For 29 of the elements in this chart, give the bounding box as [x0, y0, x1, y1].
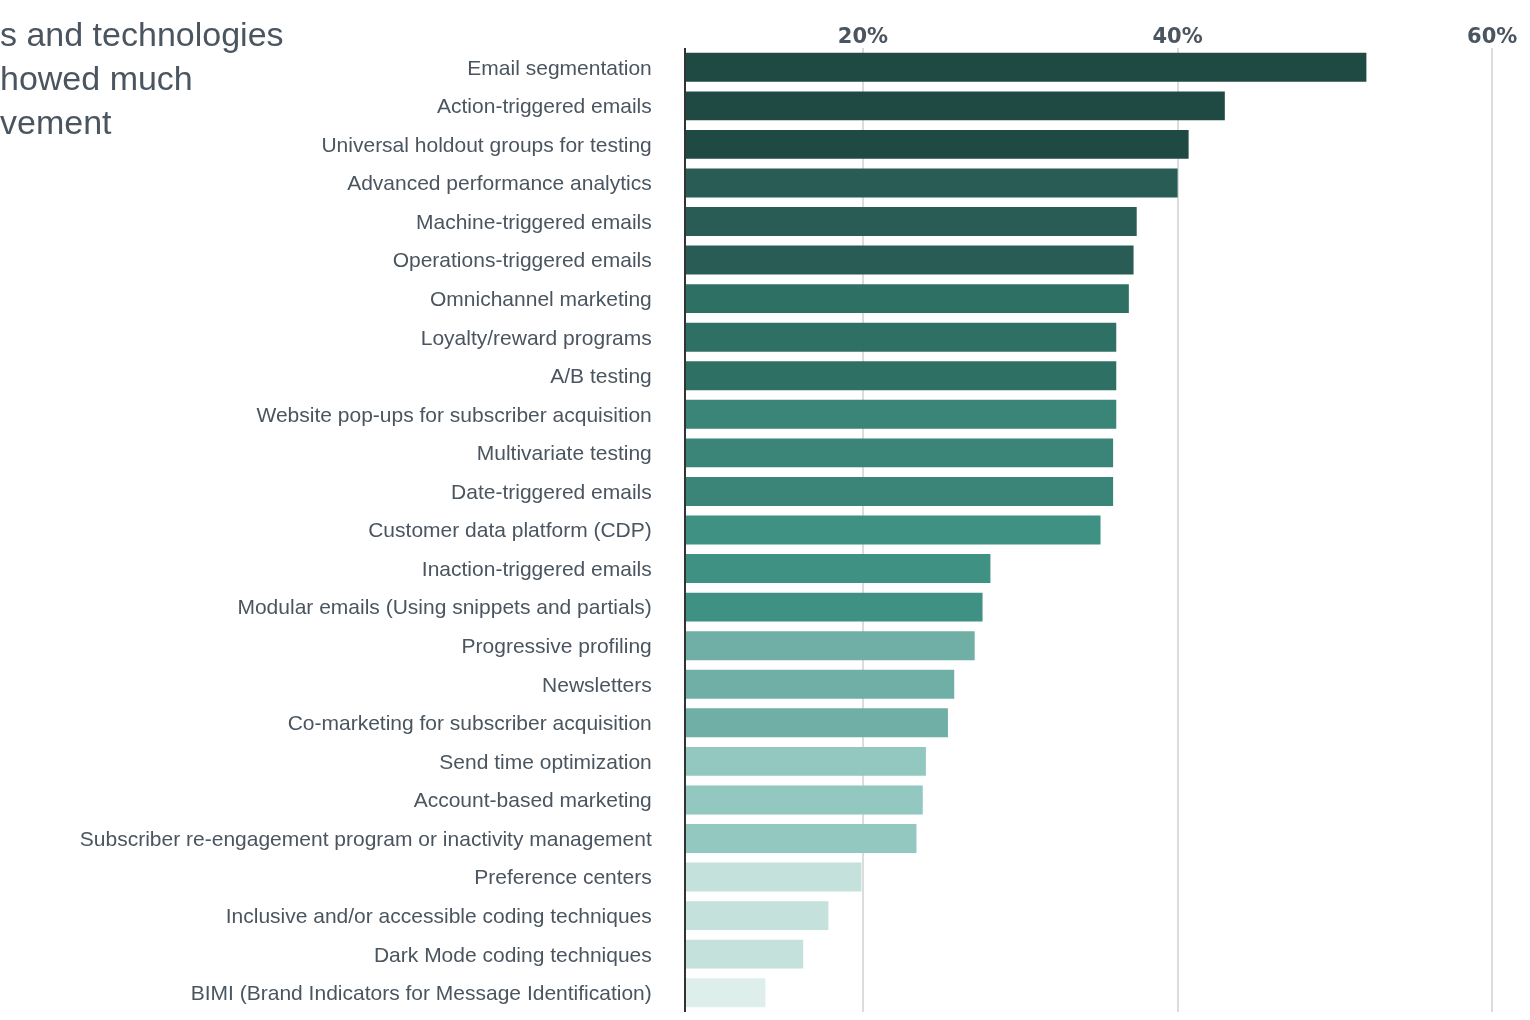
x-tick-label: 60% — [1467, 23, 1518, 48]
y-tick-label: Newsletters — [542, 672, 652, 696]
y-tick-label: Email segmentation — [467, 55, 652, 79]
y-tick-label: Inclusive and/or accessible coding techniques — [225, 903, 652, 927]
y-tick-label: Operations-triggered emails — [392, 248, 652, 272]
x-tick-label: 40% — [1152, 23, 1203, 48]
y-tick-label: Website pop-ups for subscriber acquisition — [256, 402, 652, 426]
y-tick-label: Modular emails (Using snippets and partials) — [237, 595, 652, 619]
y-tick-label: Send time optimization — [439, 749, 652, 773]
y-tick-label: Inaction-triggered emails — [421, 556, 652, 580]
y-tick-label: Dark Mode coding techniques — [373, 942, 652, 966]
y-tick-label: Account-based marketing — [413, 788, 652, 812]
y-tick-label: Machine-triggered emails — [416, 209, 652, 233]
y-tick-label: Date-triggered emails — [451, 479, 652, 503]
y-tick-label: Universal holdout groups for testing — [321, 132, 652, 156]
y-tick-label: Advanced performance analytics — [347, 171, 652, 195]
y-tick-label: Loyalty/reward programs — [420, 325, 652, 349]
text: s and technologies howed much vement — [0, 14, 284, 142]
y-tick-label: Preference centers — [474, 865, 652, 889]
y-tick-label: Customer data platform (CDP) — [368, 518, 652, 542]
y-tick-label: Subscriber re-engagement program or inactivity management — [79, 826, 652, 850]
y-tick-label: Progressive profiling — [461, 634, 652, 658]
y-tick-label: Omnichannel marketing — [430, 286, 652, 310]
y-tick-label: Multivariate testing — [476, 441, 652, 465]
y-tick-label: BIMI (Brand Indicators for Message Identification) — [190, 981, 652, 1005]
y-tick-label: A/B testing — [550, 364, 652, 388]
y-tick-label: Co-marketing for subscriber acquisition — [287, 711, 652, 735]
y-tick-label: Action-triggered emails — [437, 94, 652, 118]
x-tick-label: 20% — [837, 23, 889, 48]
